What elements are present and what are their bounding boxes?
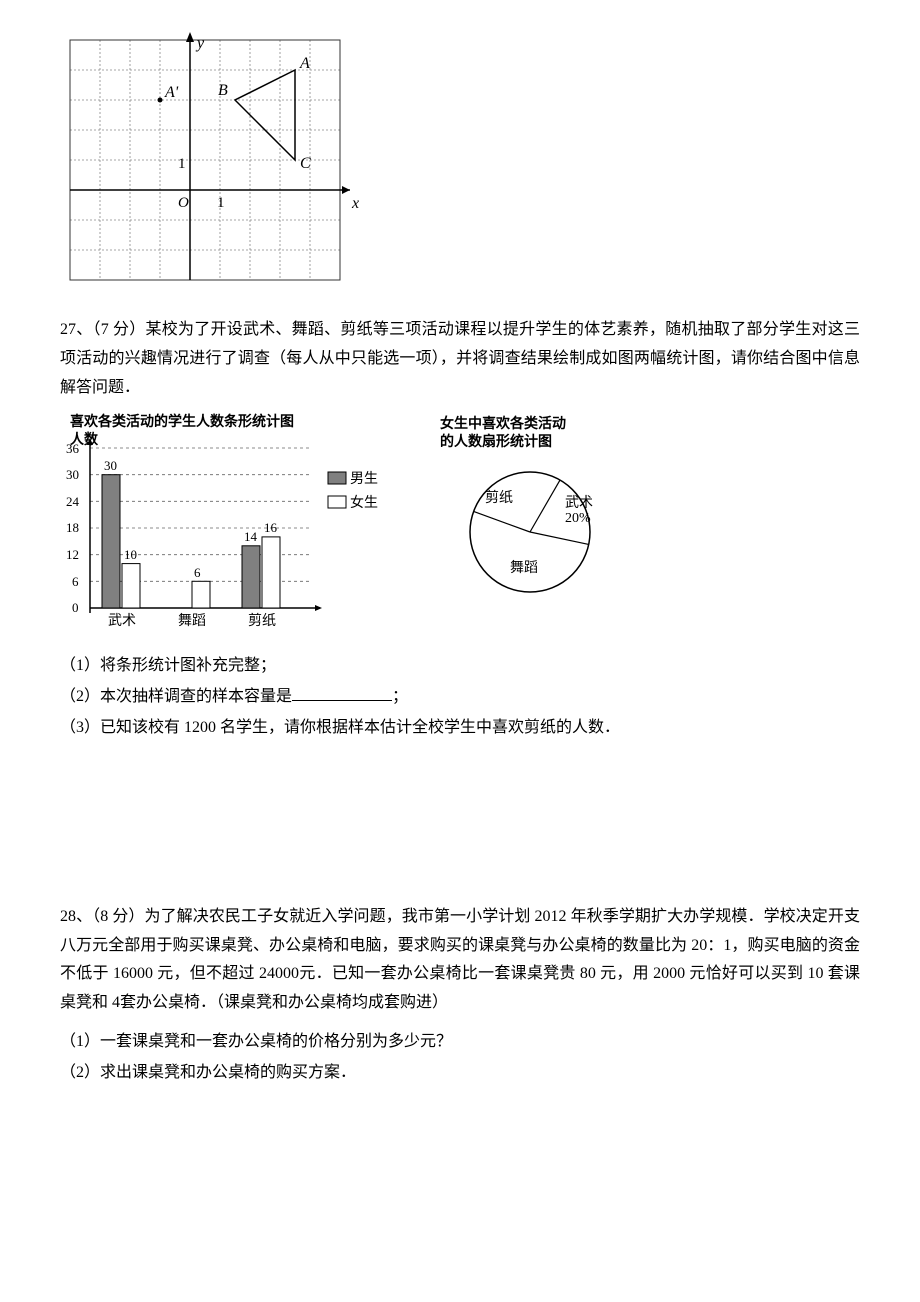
- q27-sub1-prefix: （1）: [60, 657, 100, 674]
- tick-y-1: 1: [178, 156, 186, 172]
- q27-sub2-prefix: （2）: [60, 688, 100, 705]
- svg-text:36: 36: [66, 441, 80, 456]
- q27-sub3-prefix: （3）: [60, 719, 100, 736]
- svg-text:24: 24: [66, 494, 80, 509]
- svg-text:18: 18: [66, 520, 79, 535]
- svg-text:6: 6: [194, 565, 201, 580]
- svg-text:14: 14: [244, 529, 258, 544]
- svg-text:女生中喜欢各类活动: 女生中喜欢各类活动: [440, 415, 566, 432]
- point-a-prime-label: A': [164, 84, 179, 101]
- cat-jianzhi: 剪纸: [248, 613, 276, 629]
- q27-sub2-after: ；: [392, 688, 408, 705]
- legend-boy: 男生: [350, 471, 378, 487]
- svg-text:10: 10: [124, 547, 137, 562]
- svg-text:剪纸: 剪纸: [485, 490, 513, 506]
- q27-sub2-before: 本次抽样调查的样本容量是: [100, 688, 292, 705]
- bar-chart-title: 喜欢各类活动的学生人数条形统计图: [70, 413, 294, 430]
- q28-sub2-prefix: （2）: [60, 1064, 100, 1081]
- q28-sub2: （2）求出课桌凳和办公桌椅的购买方案．: [60, 1059, 860, 1088]
- pie-chart-svg: 女生中喜欢各类活动 的人数扇形统计图 武术 20% 舞蹈 剪纸 女生中喜欢各类活…: [420, 412, 660, 622]
- svg-text:武术: 武术: [565, 495, 593, 511]
- svg-text:舞蹈: 舞蹈: [510, 560, 538, 576]
- q28-intro: 为了解决农民工子女就近入学问题，我市第一小学计划 2012 年秋季学期扩大办学规…: [60, 908, 860, 1011]
- q27-number: 27、: [60, 321, 93, 338]
- svg-text:0: 0: [72, 600, 79, 615]
- q27-points: （7 分）: [93, 321, 146, 338]
- q27-charts: 喜欢各类活动的学生人数条形统计图 人数: [60, 412, 860, 642]
- point-c-label: C: [300, 155, 311, 172]
- q27-text: 27、（7 分）某校为了开设武术、舞蹈、剪纸等三项活动课程以提升学生的体艺素养，…: [60, 316, 860, 402]
- cat-wushu: 武术: [108, 613, 136, 629]
- q28-number: 28、: [60, 908, 92, 925]
- coord-svg: O 1 1 x y A B C A': [60, 30, 360, 286]
- q28-sub1-text: 一套课桌凳和一套办公桌椅的价格分别为多少元？: [100, 1033, 452, 1050]
- y-axis-label: y: [195, 35, 205, 52]
- q27-sub2: （2）本次抽样调查的样本容量是 ；: [60, 683, 860, 712]
- svg-text:30: 30: [66, 467, 79, 482]
- q28-sub1: （1）一套课桌凳和一套办公桌椅的价格分别为多少元？: [60, 1028, 860, 1057]
- q28-sub1-prefix: （1）: [60, 1033, 100, 1050]
- q27-subquestions: （1）将条形统计图补充完整； （2）本次抽样调查的样本容量是 ； （3）已知该校有…: [60, 652, 860, 742]
- origin-label: O: [178, 195, 189, 211]
- svg-text:16: 16: [264, 520, 278, 535]
- tick-x-1: 1: [217, 195, 225, 211]
- q28-text: 28、（8 分）为了解决农民工子女就近入学问题，我市第一小学计划 2012 年秋…: [60, 903, 860, 1018]
- cat-wudao: 舞蹈: [178, 613, 206, 629]
- svg-text:的人数扇形统计图: 的人数扇形统计图: [440, 433, 552, 450]
- bar-chart-container: 喜欢各类活动的学生人数条形统计图 人数: [60, 412, 380, 642]
- q27-sub3: （3）已知该校有 1200 名学生，请你根据样本估计全校学生中喜欢剪纸的人数．: [60, 714, 860, 743]
- point-a-label: A: [299, 55, 310, 72]
- q28-points: （8 分）: [92, 908, 144, 925]
- svg-text:30: 30: [104, 458, 117, 473]
- q27-sub1: （1）将条形统计图补充完整；: [60, 652, 860, 681]
- q27-sub3-text: 已知该校有 1200 名学生，请你根据样本估计全校学生中喜欢剪纸的人数．: [100, 719, 620, 736]
- q27-sub1-text: 将条形统计图补充完整；: [100, 657, 276, 674]
- blank-input[interactable]: [292, 685, 392, 701]
- x-axis-label: x: [351, 195, 359, 212]
- svg-text:12: 12: [66, 547, 79, 562]
- coordinate-grid-figure: O 1 1 x y A B C A': [60, 30, 860, 286]
- question-27: 27、（7 分）某校为了开设武术、舞蹈、剪纸等三项活动课程以提升学生的体艺素养，…: [60, 316, 860, 743]
- q27-intro: 某校为了开设武术、舞蹈、剪纸等三项活动课程以提升学生的体艺素养，随机抽取了部分学…: [60, 321, 860, 396]
- svg-text:6: 6: [72, 574, 79, 589]
- question-28: 28、（8 分）为了解决农民工子女就近入学问题，我市第一小学计划 2012 年秋…: [60, 903, 860, 1088]
- spacer: [60, 763, 860, 883]
- q28-subquestions: （1）一套课桌凳和一套办公桌椅的价格分别为多少元？ （2）求出课桌凳和办公桌椅的…: [60, 1028, 860, 1088]
- pie-chart-container: 女生中喜欢各类活动 的人数扇形统计图 武术 20% 舞蹈 剪纸 女生中喜欢各类活…: [420, 412, 660, 622]
- q28-sub2-text: 求出课桌凳和办公桌椅的购买方案．: [100, 1064, 356, 1081]
- legend-girl: 女生: [350, 494, 378, 511]
- point-b-label: B: [218, 82, 228, 99]
- svg-text:20%: 20%: [565, 511, 591, 526]
- bar-chart-svg: 喜欢各类活动的学生人数条形统计图 人数: [60, 412, 380, 642]
